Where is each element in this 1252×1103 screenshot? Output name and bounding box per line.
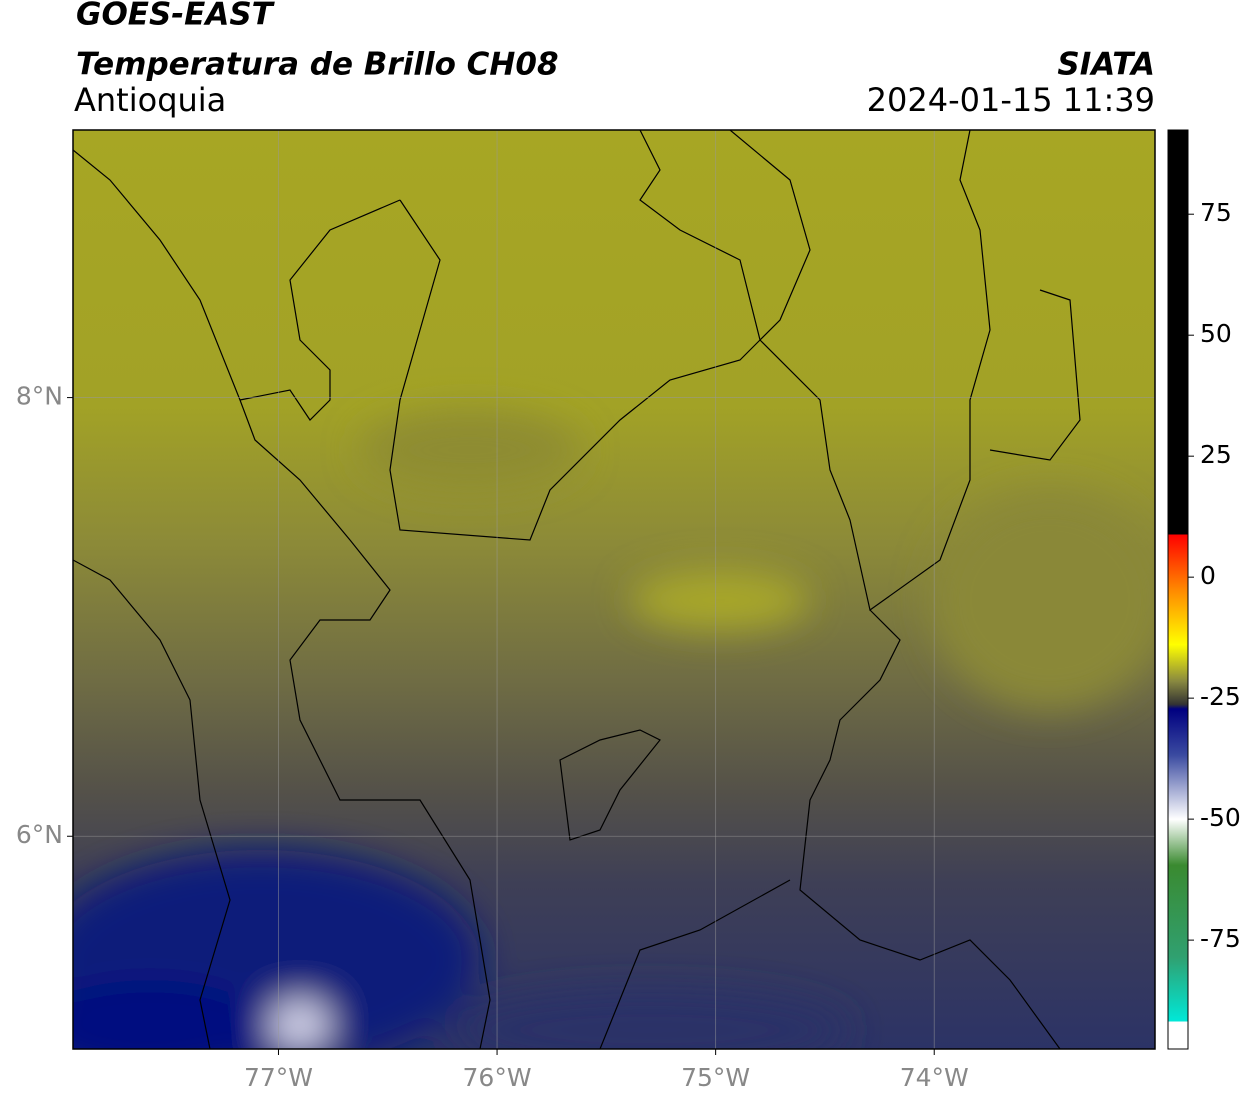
product-title: Temperatura de Brillo CH08 (76, 47, 559, 83)
source-title: GOES-EAST (76, 0, 276, 33)
colorbar-tick-label: -50 (1200, 803, 1241, 832)
colorbar-tick-label: 25 (1200, 440, 1232, 469)
colorbar-ticks: 75 50 25 0 -25 -50 -75 (1188, 198, 1241, 953)
colorbar-tick-label: -75 (1200, 924, 1241, 953)
satellite-image (73, 130, 1155, 1049)
datetime: 2024-01-15 11:39 (867, 81, 1155, 119)
y-tick-label: 8°N (16, 382, 63, 411)
y-tick-label: 6°N (16, 820, 63, 849)
x-tick-label: 76°W (463, 1063, 532, 1092)
colorbar-tick-label: 0 (1200, 561, 1216, 590)
x-tick-label: 75°W (681, 1063, 750, 1092)
agency-title: SIATA (1057, 47, 1155, 83)
map-ticks: 77°W 76°W 75°W 74°W 8°N 6°N (16, 130, 1155, 1092)
colorbar (1167, 129, 1189, 1050)
map-frame (72, 129, 1156, 1050)
colorbar-tick-label: 50 (1200, 319, 1232, 348)
x-tick-label: 74°W (900, 1063, 969, 1092)
colorbar-tick-label: 75 (1200, 198, 1232, 227)
region-title: Antioquia (74, 81, 226, 119)
x-tick-label: 77°W (244, 1063, 313, 1092)
colorbar-tick-label: -25 (1200, 682, 1241, 711)
